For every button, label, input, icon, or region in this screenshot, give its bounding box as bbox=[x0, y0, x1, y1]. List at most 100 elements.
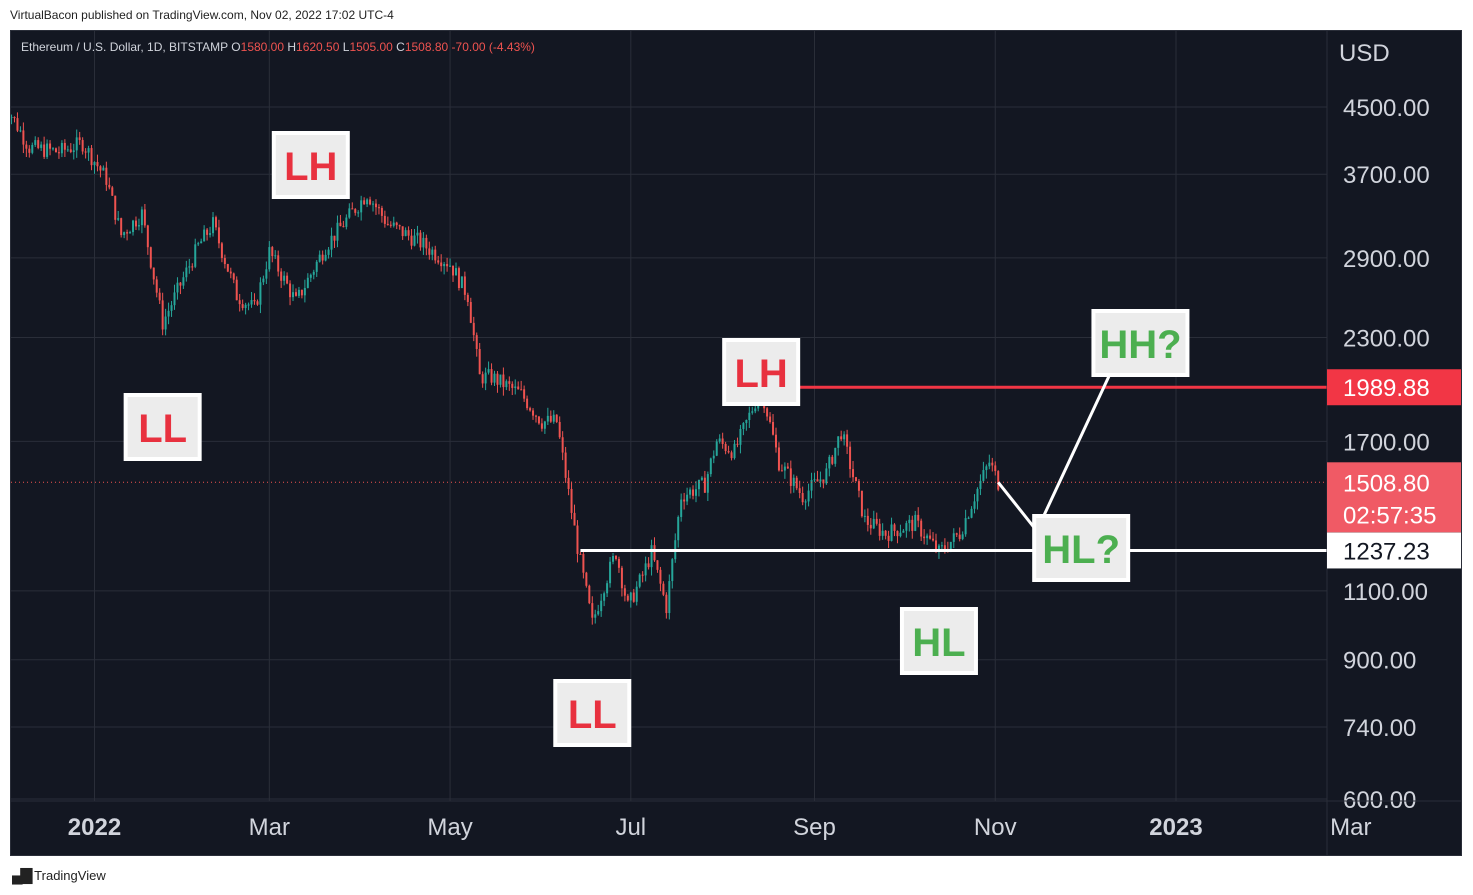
candle-body bbox=[206, 229, 209, 235]
candle-body bbox=[532, 410, 535, 416]
candle-body bbox=[348, 208, 351, 218]
price-tick-label: 3700.00 bbox=[1343, 162, 1430, 189]
symbol-line-part: C bbox=[396, 40, 405, 54]
candle-body bbox=[632, 592, 635, 602]
candle-body bbox=[102, 167, 105, 171]
candle-body bbox=[422, 237, 425, 248]
candle-body bbox=[659, 569, 662, 584]
candle-body bbox=[517, 386, 520, 390]
candle-body bbox=[149, 247, 152, 268]
candle-body bbox=[600, 600, 603, 612]
candle-body bbox=[481, 374, 484, 384]
candle-body bbox=[140, 209, 143, 226]
candle-body bbox=[792, 477, 795, 486]
candle-body bbox=[354, 209, 357, 213]
candle-body bbox=[816, 479, 819, 482]
symbol-line-part: Ethereum / U.S. Dollar, 1D, BITSTAMP bbox=[21, 40, 231, 54]
time-tick-label: Jul bbox=[615, 814, 646, 841]
candle-body bbox=[463, 276, 466, 295]
symbol-line-part: 1620.50 bbox=[296, 40, 343, 54]
chart-panel[interactable]: LH LL LH LL HL HL? HH? 4500.00 3700.00 2900.00 23… bbox=[10, 30, 1462, 856]
candle-body bbox=[955, 533, 958, 535]
candle-body bbox=[247, 304, 250, 306]
brand-name: TradingView bbox=[34, 867, 106, 883]
candle-body bbox=[754, 408, 757, 412]
candle-body bbox=[220, 243, 223, 259]
candle-body bbox=[407, 230, 410, 236]
candle-body bbox=[84, 151, 87, 153]
time-axis[interactable]: 2022 Mar May Jul Sep Nov 2023 Mar bbox=[11, 800, 1462, 841]
candle-body bbox=[869, 524, 872, 529]
candle-body bbox=[940, 545, 943, 547]
candle-body bbox=[297, 289, 300, 296]
candle-body bbox=[813, 479, 816, 481]
candle-body bbox=[392, 222, 395, 226]
candle-body bbox=[896, 530, 899, 537]
candle-body bbox=[914, 514, 917, 531]
countdown-label: 02:57:35 bbox=[1343, 502, 1436, 529]
candle-body bbox=[875, 518, 878, 524]
candle-body bbox=[117, 218, 120, 220]
candle-body bbox=[537, 416, 540, 424]
candle-body bbox=[475, 335, 478, 349]
level-price-tag bbox=[1327, 532, 1461, 569]
candle-body bbox=[772, 422, 775, 435]
candle-body bbox=[555, 414, 558, 422]
candle-body bbox=[164, 316, 167, 330]
candle-body bbox=[179, 282, 182, 286]
price-tick-label: 900.00 bbox=[1343, 648, 1416, 675]
candle-body bbox=[90, 148, 93, 166]
candle-body bbox=[937, 545, 940, 551]
candle-body bbox=[200, 241, 203, 244]
candle-body bbox=[769, 416, 772, 423]
candle-body bbox=[582, 554, 585, 573]
candle-body bbox=[457, 268, 460, 289]
candle-body bbox=[40, 144, 43, 148]
footer: ▄▇ TradingView bbox=[12, 866, 106, 884]
candle-body bbox=[401, 226, 404, 237]
candle-body bbox=[54, 148, 57, 153]
candle-body bbox=[123, 232, 126, 236]
candle-body bbox=[13, 116, 16, 119]
candle-body bbox=[114, 195, 117, 220]
candle-body bbox=[514, 386, 517, 388]
candle-body bbox=[505, 381, 508, 388]
candle-body bbox=[170, 305, 173, 311]
candle-body bbox=[155, 279, 158, 293]
price-axis[interactable]: 4500.00 3700.00 2900.00 2300.00 1700.00 1100.… bbox=[1326, 31, 1462, 856]
candle-body bbox=[540, 423, 543, 429]
last-price-label: 1508.80 bbox=[1343, 470, 1430, 497]
candle-body bbox=[72, 150, 75, 153]
candle-body bbox=[342, 226, 345, 228]
candle-body bbox=[339, 222, 342, 227]
candle-body bbox=[28, 148, 31, 153]
candle-body bbox=[191, 266, 194, 268]
candle-body bbox=[997, 471, 1000, 490]
candle-body bbox=[887, 535, 890, 541]
candle-body bbox=[214, 217, 217, 228]
candle-body bbox=[502, 374, 505, 388]
candle-body bbox=[300, 289, 303, 296]
candle-body bbox=[706, 474, 709, 493]
candle-body bbox=[229, 271, 232, 274]
candle-body bbox=[650, 545, 653, 568]
candle-body bbox=[66, 149, 69, 151]
candle-body bbox=[603, 593, 606, 601]
candle-body bbox=[819, 479, 822, 482]
candle-body bbox=[635, 586, 638, 602]
candle-body bbox=[789, 468, 792, 486]
annotation-label: LH bbox=[735, 352, 788, 396]
candle-body bbox=[549, 415, 552, 422]
candle-body bbox=[884, 530, 887, 536]
price-tick-label: 4500.00 bbox=[1343, 95, 1430, 122]
price-tick-label: 1100.00 bbox=[1343, 579, 1428, 606]
candle-body bbox=[878, 523, 881, 536]
candle-body bbox=[490, 369, 493, 383]
candle-body bbox=[991, 462, 994, 466]
candle-body bbox=[964, 518, 967, 535]
candle-body bbox=[493, 373, 496, 383]
candle-body bbox=[256, 301, 259, 305]
candle-body bbox=[567, 477, 570, 489]
candle-body bbox=[733, 443, 736, 459]
